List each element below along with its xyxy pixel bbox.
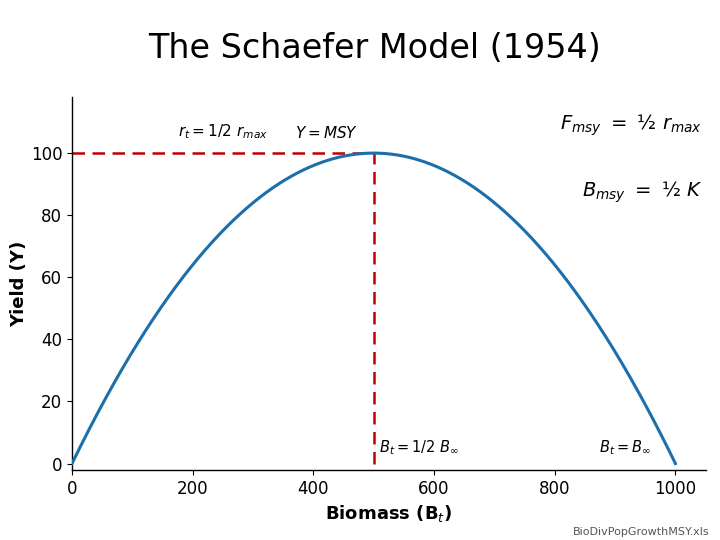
Text: $B_t = B_\infty$: $B_t = B_\infty$	[599, 438, 652, 457]
Text: BioDivPopGrowthMSY.xls: BioDivPopGrowthMSY.xls	[572, 527, 709, 537]
X-axis label: Biomass (B$_t$): Biomass (B$_t$)	[325, 503, 452, 524]
Text: $Y = MSY$: $Y = MSY$	[295, 125, 359, 141]
Y-axis label: Yield (Y): Yield (Y)	[10, 240, 28, 327]
Text: $\it{F}_{msy}\ =\ \mathregular{½}\ \it{r}_{max}$: $\it{F}_{msy}\ =\ \mathregular{½}\ \it{r…	[560, 112, 703, 138]
Text: The Schaefer Model (1954): The Schaefer Model (1954)	[148, 32, 600, 65]
Text: $r_t = 1/2\ r_{max}$: $r_t = 1/2\ r_{max}$	[178, 122, 268, 141]
Text: $B_t = 1/2\ B_\infty$: $B_t = 1/2\ B_\infty$	[379, 438, 459, 457]
Text: $\it{B}_{msy}\ =\ \mathregular{½}\ \it{K}$: $\it{B}_{msy}\ =\ \mathregular{½}\ \it{K…	[582, 179, 703, 205]
